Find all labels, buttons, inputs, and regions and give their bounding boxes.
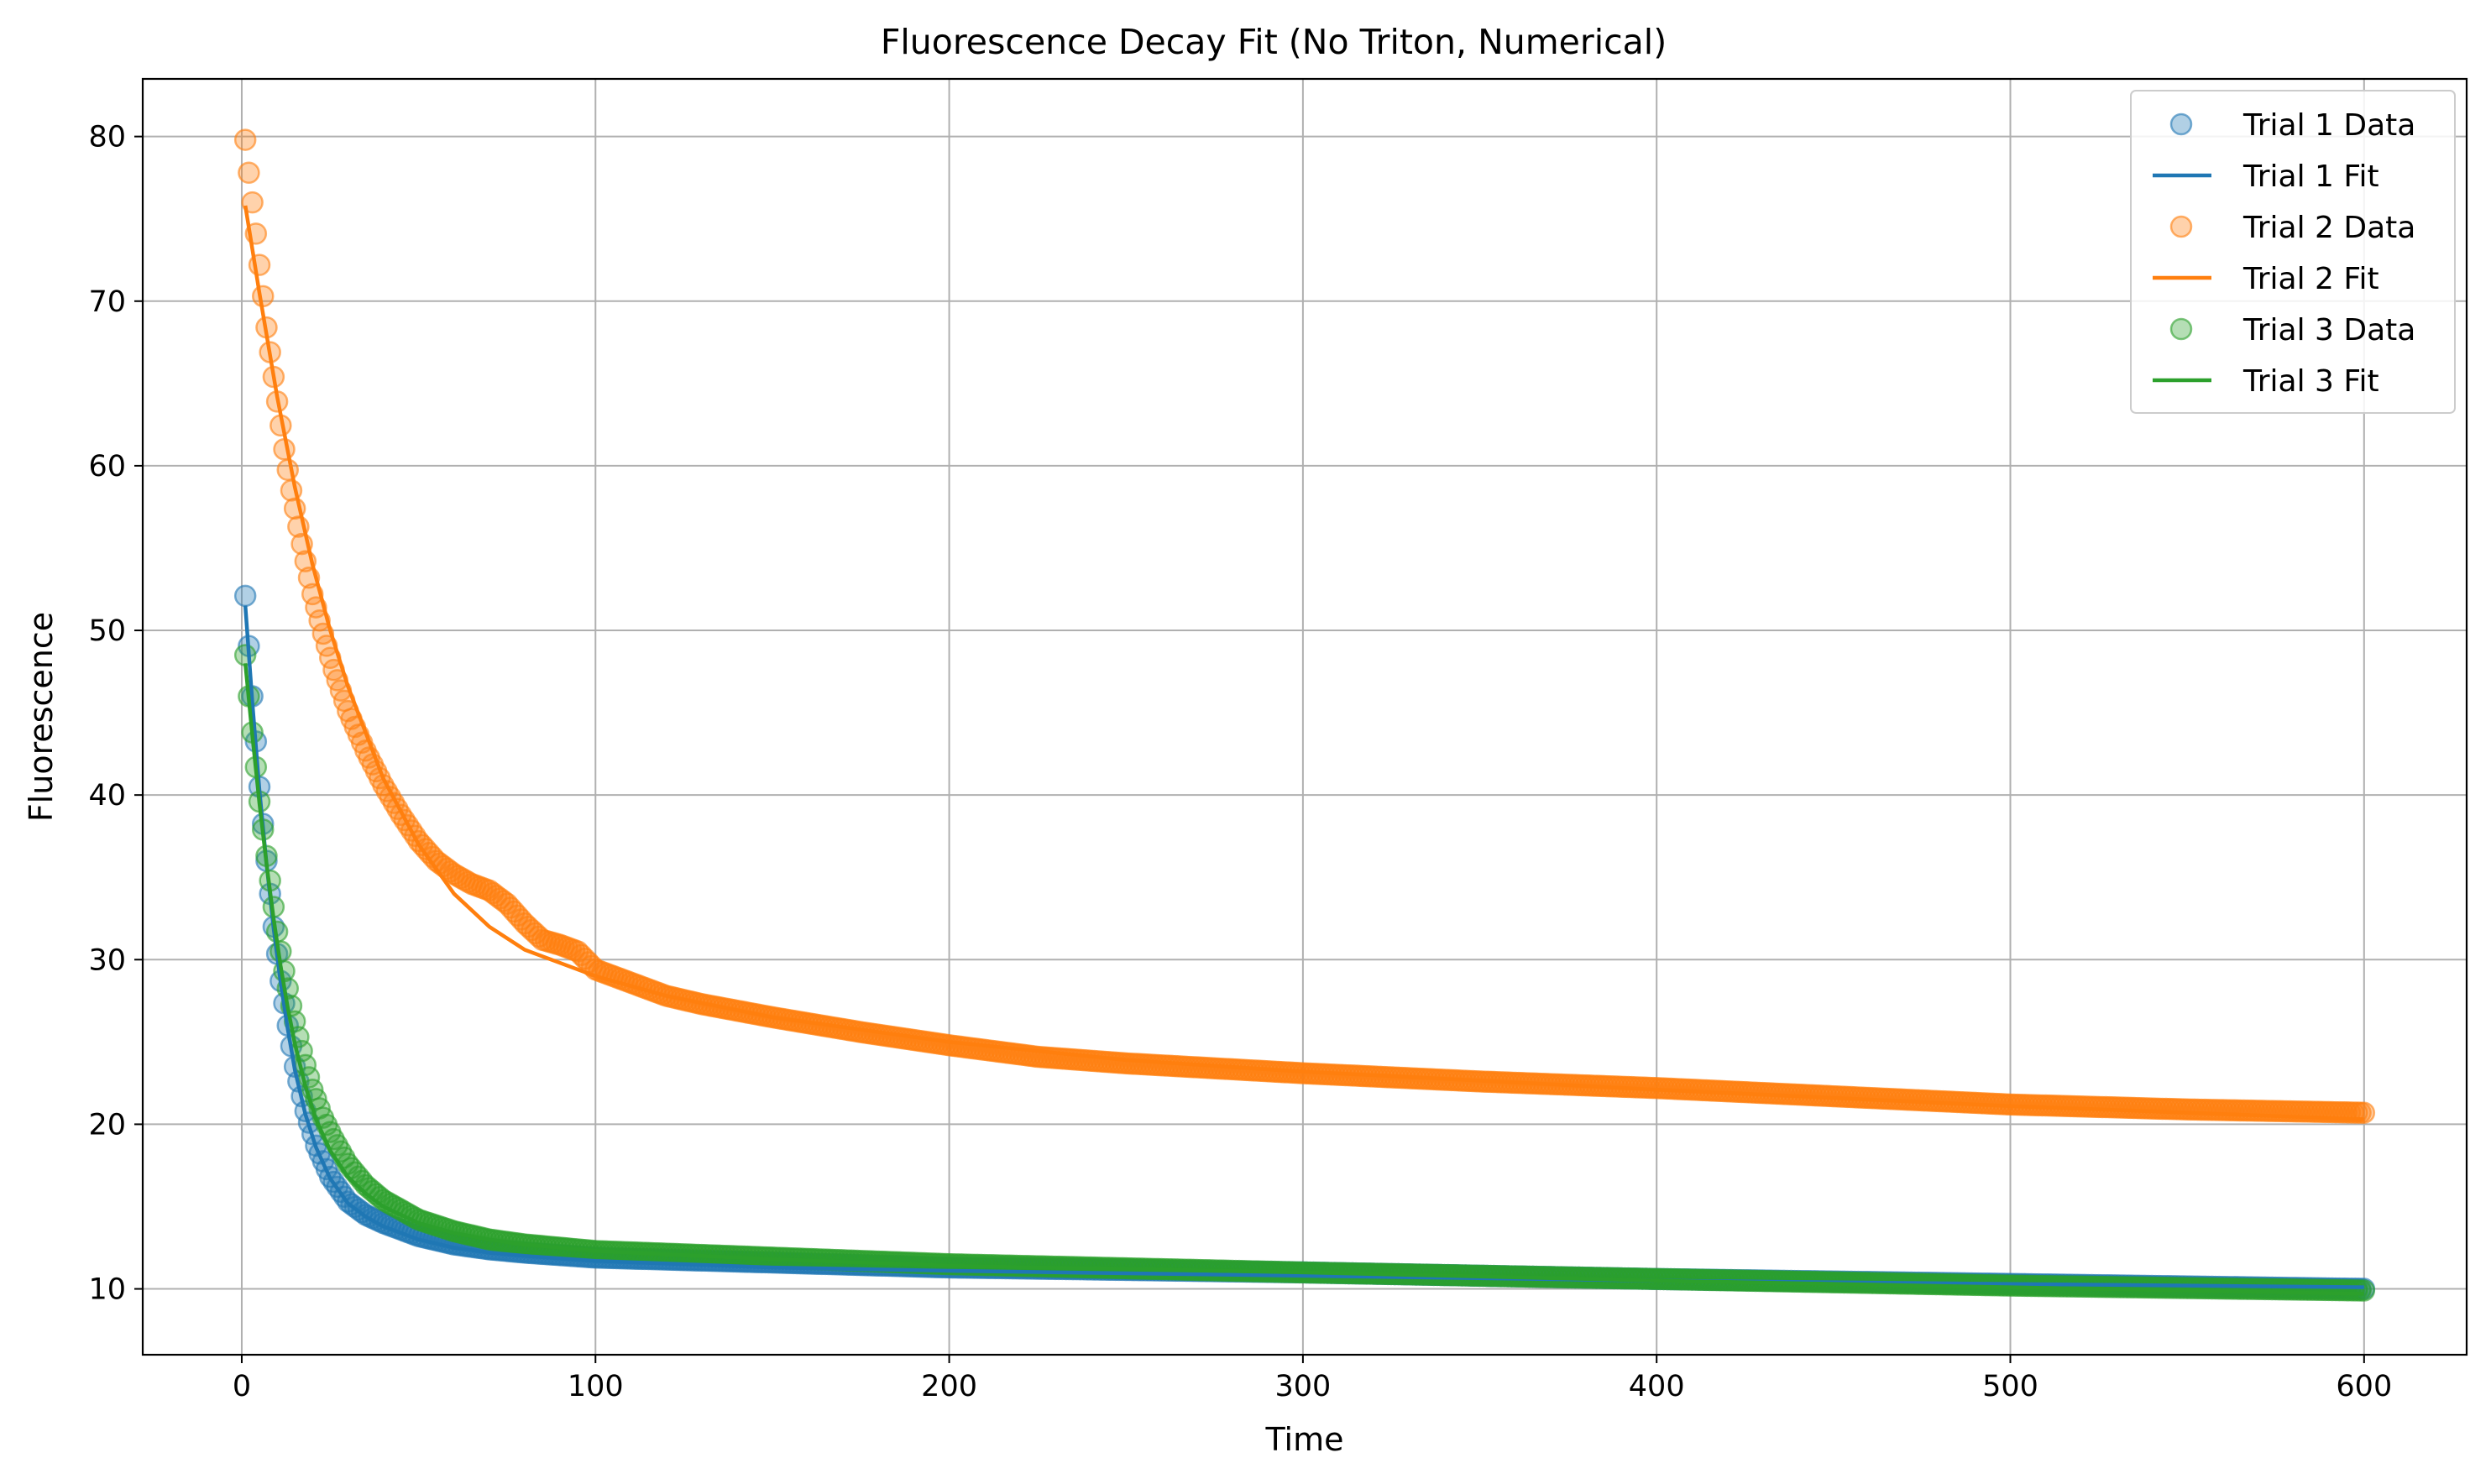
x-tick-label: 0 [233,1370,251,1403]
x-tick-label: 400 [1629,1370,1685,1403]
data-point [238,161,260,185]
legend-marker [2169,215,2193,238]
trial-3-fit-line [243,663,2364,1296]
y-tick-label: 70 [88,285,126,319]
legend-label: Trial 2 Data [2242,211,2415,245]
legend-label: Trial 3 Data [2242,313,2415,347]
y-tick-label: 50 [88,614,126,648]
grid [143,79,2467,1355]
y-tick-label: 10 [88,1273,126,1307]
data-point [2352,1279,2376,1302]
legend-label: Trial 1 Fit [2242,159,2379,194]
y-tick-label: 60 [88,450,126,483]
y-tick-label: 80 [88,121,126,154]
plot-area [233,128,2376,1302]
data-point [233,644,257,666]
x-tick-label: 500 [1982,1370,2038,1403]
trial-2-fit-line [243,205,2364,1121]
data-point [276,458,299,482]
legend-box [2130,90,2456,414]
y-tick-label: 40 [88,779,126,813]
x-tick-label: 200 [921,1370,977,1403]
legend-marker [2169,317,2193,341]
y-tick-label: 20 [88,1108,126,1142]
y-axis-label: Fluorescence [23,612,60,822]
x-axis-label: Time [1265,1421,1344,1458]
axis-ticks: 0 100 200 300 400 500 600 10 20 30 40 50 60 70 80 [88,121,2392,1403]
x-tick-label: 300 [1274,1370,1331,1403]
axes-frame [141,77,2468,1356]
legend: Trial 1 Data Trial 1 Fit Trial 2 Data Trial… [2130,90,2456,414]
x-tick-label: 600 [2336,1370,2392,1403]
y-tick-label: 30 [88,943,126,977]
plot-series [233,128,2376,1302]
data-point [233,584,257,608]
legend-label: Trial 3 Fit [2242,364,2379,399]
x-tick-label: 100 [568,1370,624,1403]
data-point [233,128,257,151]
legend-marker [2169,112,2193,136]
chart-title: Fluorescence Decay Fit (No Triton, Numer… [881,22,1667,62]
legend-label: Trial 1 Data [2242,108,2415,143]
legend-label: Trial 2 Fit [2242,262,2379,296]
